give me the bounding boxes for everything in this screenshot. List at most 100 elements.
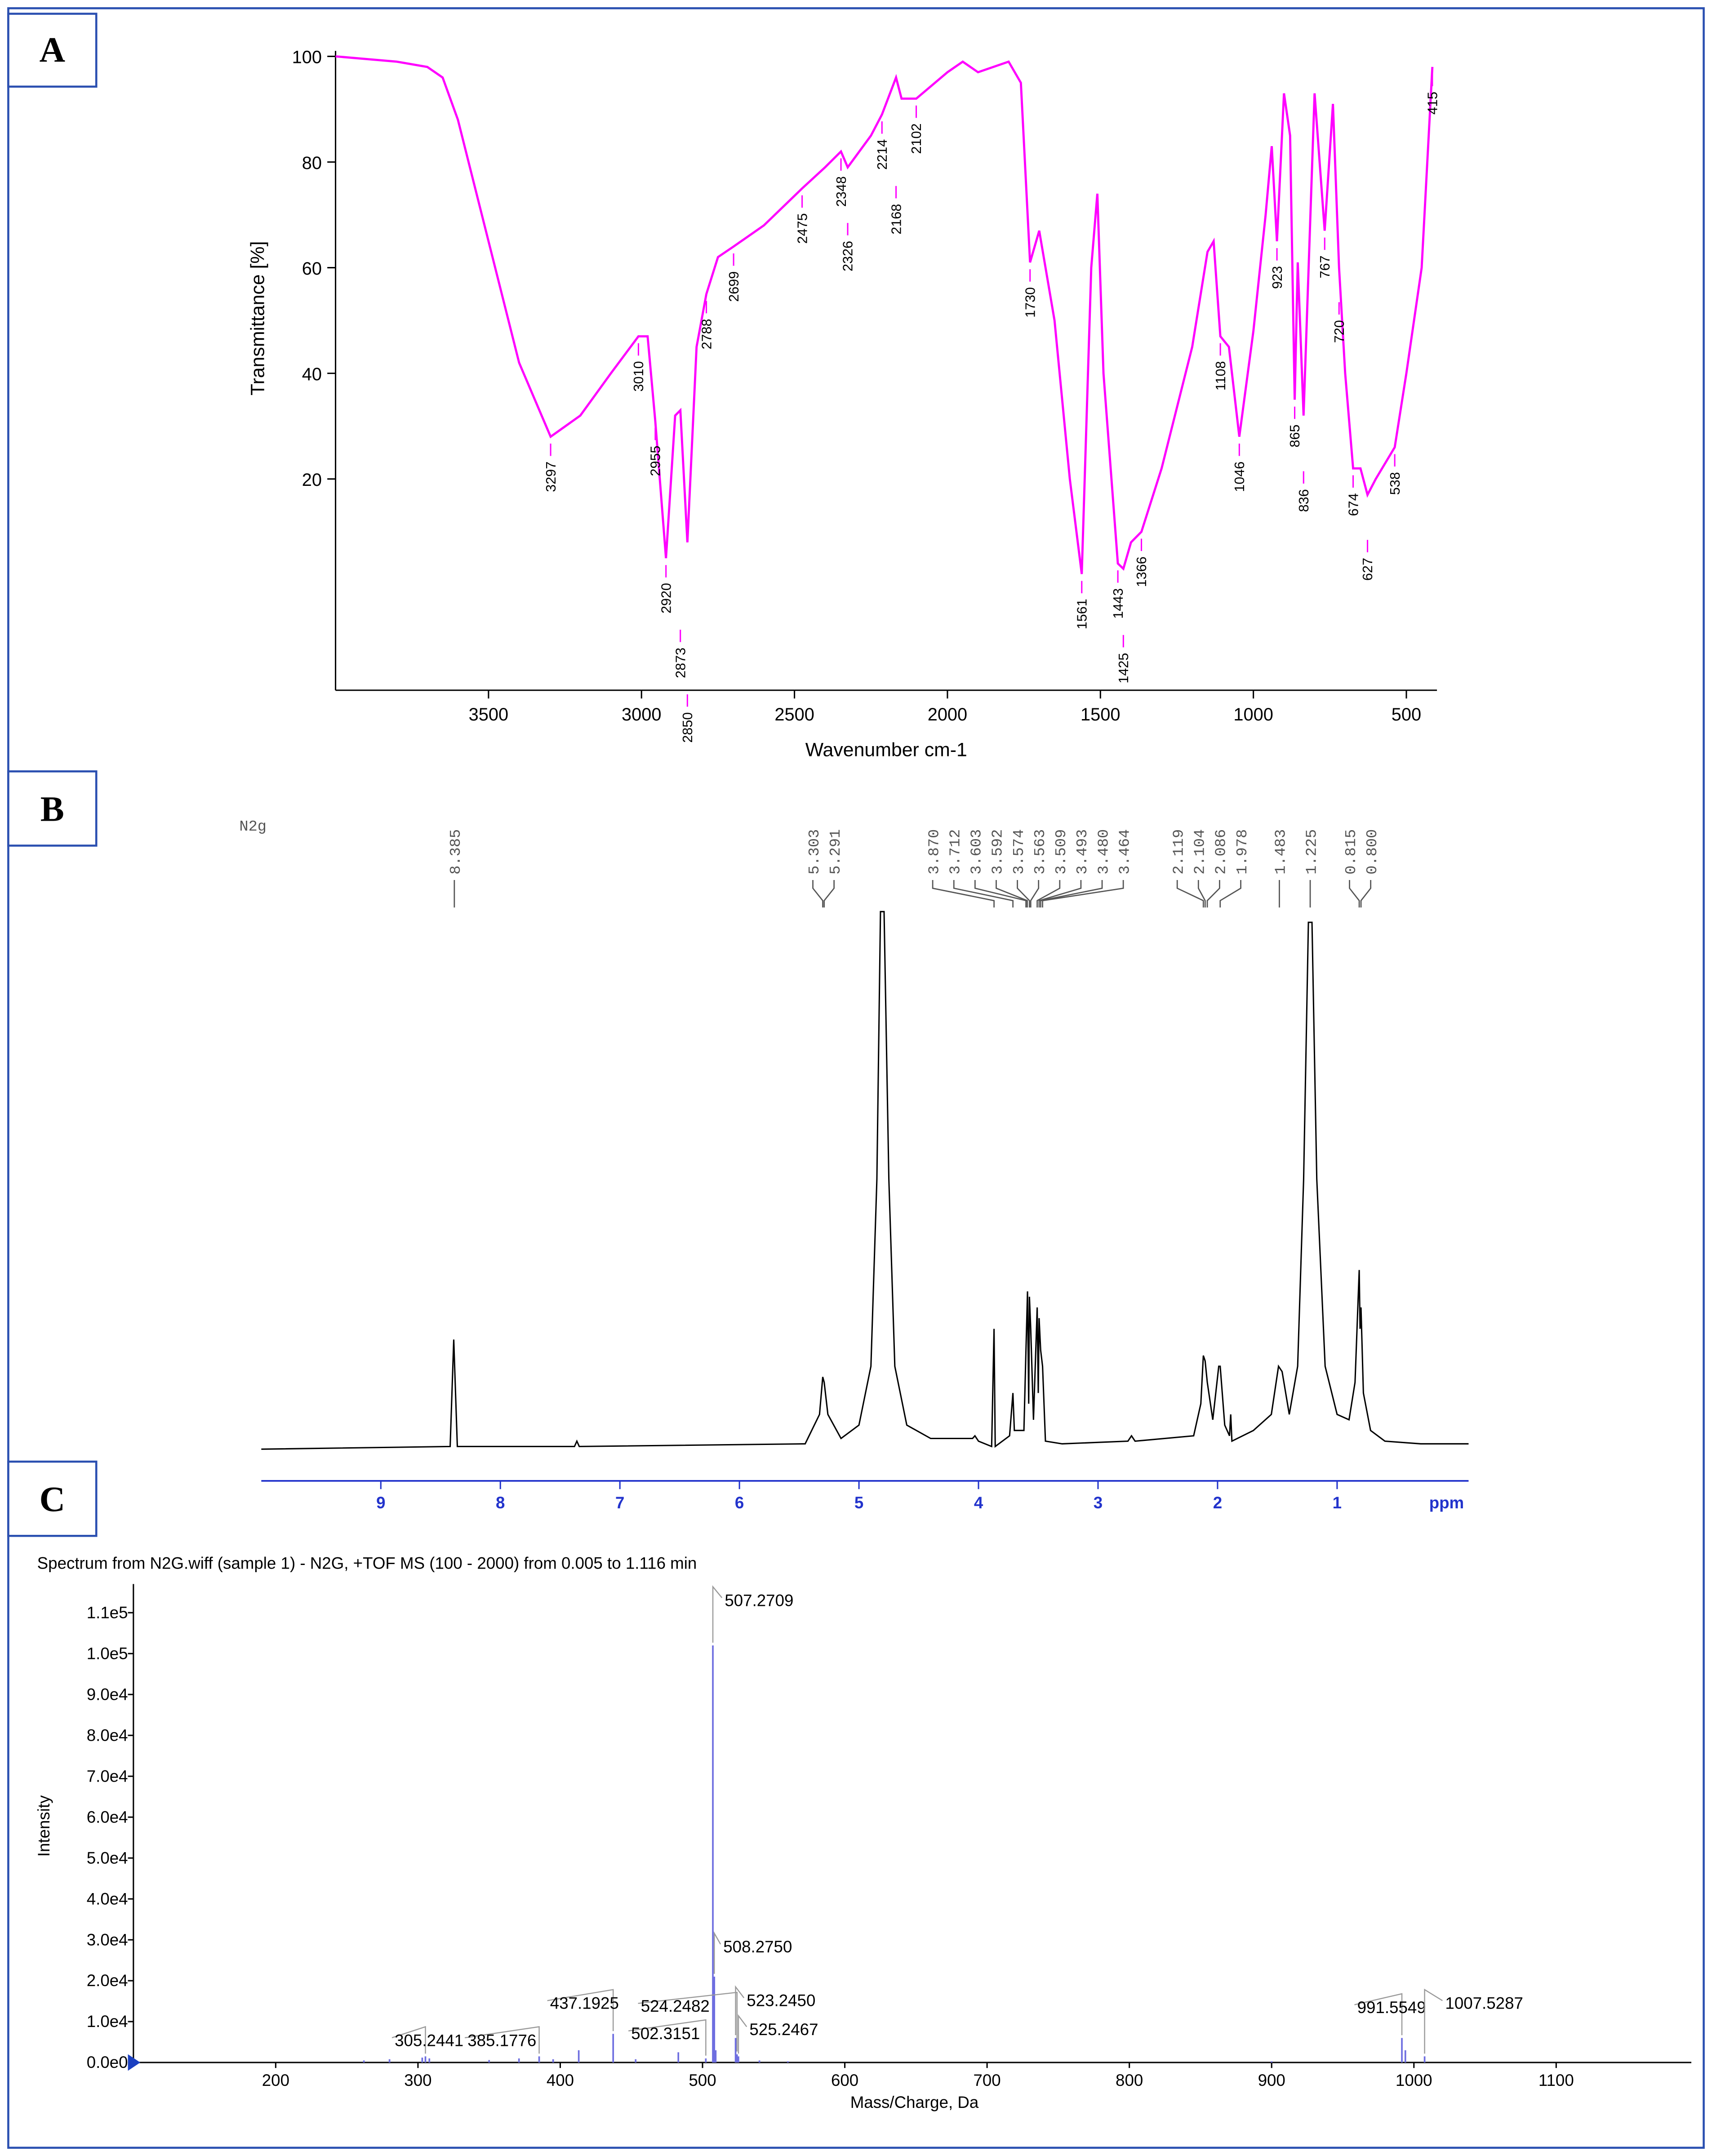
shift-label: 3.574 <box>1011 829 1028 875</box>
peak-label: 437.1925 <box>550 1994 619 2013</box>
shift-connector <box>1042 880 1124 908</box>
peak-label: 2699 <box>726 271 742 302</box>
x-tick-label: 5 <box>854 1494 863 1512</box>
shift-label: 2.086 <box>1213 829 1230 875</box>
x-tick-label: 1100 <box>1539 2071 1574 2089</box>
y-tick-label: 0.0e0 <box>87 2053 128 2072</box>
peak-label: 836 <box>1296 489 1312 512</box>
peak-label: 991.5549 <box>1357 1998 1426 2017</box>
peak-label: 2873 <box>673 648 688 678</box>
shift-connector <box>812 880 823 908</box>
peak-label: 627 <box>1360 558 1375 581</box>
x-tick-label: 1 <box>1333 1494 1342 1512</box>
peak-label: 2102 <box>909 124 924 154</box>
shift-label: 2.104 <box>1192 829 1209 875</box>
x-axis-title: ppm <box>1429 1494 1464 1512</box>
label-connector <box>547 1989 614 2032</box>
peak-label: 305.2441 <box>395 2031 463 2049</box>
shift-connector <box>932 880 995 908</box>
shift-connector <box>953 880 1014 908</box>
panel-label: B <box>40 789 64 829</box>
peak-label: 1730 <box>1023 287 1038 318</box>
shift-label: 3.563 <box>1032 829 1049 875</box>
x-tick-label: 2500 <box>774 705 814 725</box>
peak-label: 2475 <box>795 213 810 244</box>
y-tick-label: 3.0e4 <box>87 1930 128 1949</box>
shift-connector <box>1349 880 1360 908</box>
x-axis-title: Wavenumber cm-1 <box>805 739 967 761</box>
shift-label: 3.480 <box>1095 829 1112 875</box>
y-tick-label: 4.0e4 <box>87 1889 128 1908</box>
x-tick-label: 3500 <box>469 705 508 725</box>
peak-label: 415 <box>1425 92 1441 115</box>
shift-connector <box>1206 880 1220 908</box>
peak-label: 2326 <box>840 241 856 271</box>
shift-label: 3.493 <box>1074 829 1091 875</box>
label-connector <box>638 1992 738 2052</box>
panel-box <box>7 770 98 847</box>
x-tick-label: 3 <box>1094 1494 1103 1512</box>
peak-label: 2955 <box>648 445 663 476</box>
x-tick-label: 4 <box>974 1494 983 1512</box>
shift-connector <box>1017 880 1030 908</box>
shift-connector <box>1197 880 1206 908</box>
y-tick-label: 40 <box>302 365 322 384</box>
peak-label: 674 <box>1346 493 1361 516</box>
peak-label: 507.2709 <box>725 1591 793 1609</box>
shift-label: 1.978 <box>1234 829 1251 875</box>
shift-label: 5.303 <box>806 829 823 875</box>
shift-connector <box>823 880 835 908</box>
y-tick-label: 8.0e4 <box>87 1726 128 1744</box>
peak-label: 523.2450 <box>747 1992 815 2010</box>
label-connector <box>738 2014 747 2054</box>
x-tick-label: 9 <box>376 1494 385 1512</box>
peak-label: 2788 <box>699 319 714 349</box>
y-tick-label: 6.0e4 <box>87 1808 128 1826</box>
peak-label: 502.3151 <box>631 2024 700 2043</box>
shift-label: 5.291 <box>827 829 845 875</box>
label-connector <box>1354 1993 1403 2036</box>
x-tick-label: 300 <box>404 2071 431 2089</box>
peak-label: 2850 <box>680 712 695 743</box>
peak-label: 3297 <box>543 462 559 492</box>
x-tick-label: 800 <box>1116 2071 1143 2089</box>
shift-label: 8.385 <box>448 829 465 875</box>
x-axis-title: Mass/Charge, Da <box>850 2093 979 2112</box>
shift-connector <box>1030 880 1040 908</box>
x-tick-label: 600 <box>831 2071 858 2089</box>
peak-label: 2920 <box>658 583 674 613</box>
y-tick-label: 60 <box>302 259 322 279</box>
shift-connector <box>974 880 1027 908</box>
label-connector <box>464 2026 540 2054</box>
peak-label: 1443 <box>1111 588 1126 619</box>
peak-label: 1425 <box>1116 653 1131 684</box>
shift-label: 0.800 <box>1364 829 1381 875</box>
peak-label: 1007.5287 <box>1445 1994 1523 2013</box>
peak-label: 538 <box>1387 472 1403 495</box>
peak-label: 2168 <box>889 204 904 235</box>
peak-label: 3010 <box>631 361 646 391</box>
label-connector <box>712 1585 723 1643</box>
peak-label: 524.2482 <box>641 1997 710 2015</box>
peak-label: 1046 <box>1232 462 1247 492</box>
shift-connector <box>1219 880 1241 908</box>
shift-connector <box>1040 880 1103 908</box>
shift-label: 3.464 <box>1116 829 1134 875</box>
x-tick-label: 6 <box>735 1494 744 1512</box>
panel-box <box>7 13 98 88</box>
y-axis-title: Intensity <box>35 1795 53 1857</box>
peak-label: 2214 <box>875 139 890 170</box>
spectrum-line <box>335 55 1434 574</box>
x-tick-label: 3000 <box>622 705 661 725</box>
shift-connector <box>1036 880 1061 908</box>
peak-label: 1561 <box>1074 599 1089 629</box>
y-tick-label: 1.0e5 <box>87 1644 128 1663</box>
peak-label: 720 <box>1332 320 1347 343</box>
shift-label: 3.870 <box>926 829 943 875</box>
shift-label: 3.712 <box>947 829 964 875</box>
label-connector <box>735 1985 745 2036</box>
x-tick-label: 8 <box>496 1494 505 1512</box>
y-tick-label: 1.0e4 <box>87 2012 128 2031</box>
shift-label: 1.225 <box>1303 829 1321 875</box>
